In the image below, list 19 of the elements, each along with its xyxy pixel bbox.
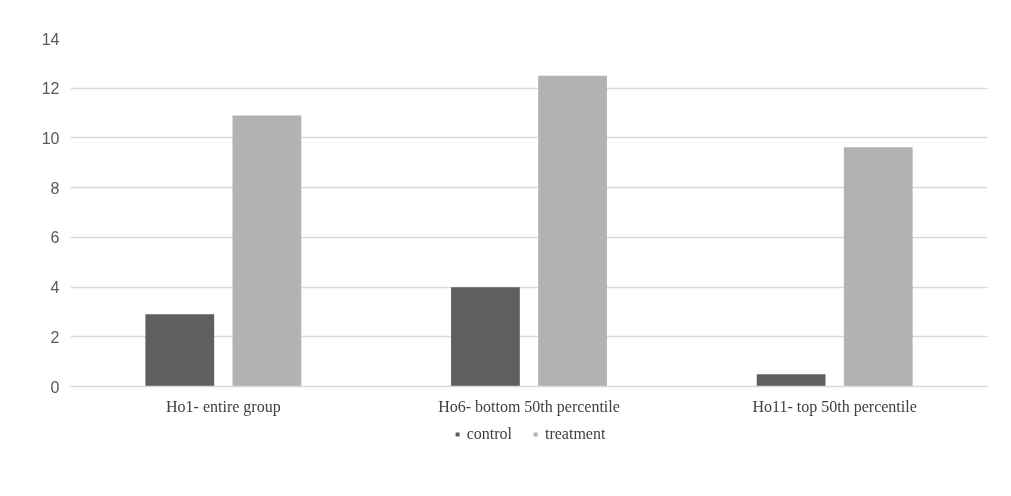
y-tick-label: 0 [50,378,60,396]
bar [451,287,520,387]
y-tick-label: 14 [41,30,60,48]
y-tick-label: 12 [41,80,60,98]
y-tick-label: 8 [50,179,60,197]
legend-label: treatment [544,425,606,443]
y-tick-label: 4 [50,279,60,297]
bar [145,314,215,387]
y-tick-label: 2 [50,328,60,346]
bar [538,75,607,387]
x-tick-label: Ho11- top 50th percentile [752,397,917,416]
bar [232,115,302,387]
legend-label: control [466,425,512,443]
y-tick-label: 10 [41,129,60,147]
x-tick-label: Ho6- bottom 50th percentile [438,397,620,416]
y-tick-label: 6 [50,229,60,247]
bar [843,147,913,387]
x-tick-label: Ho1- entire group [166,397,281,416]
bar [756,374,826,387]
